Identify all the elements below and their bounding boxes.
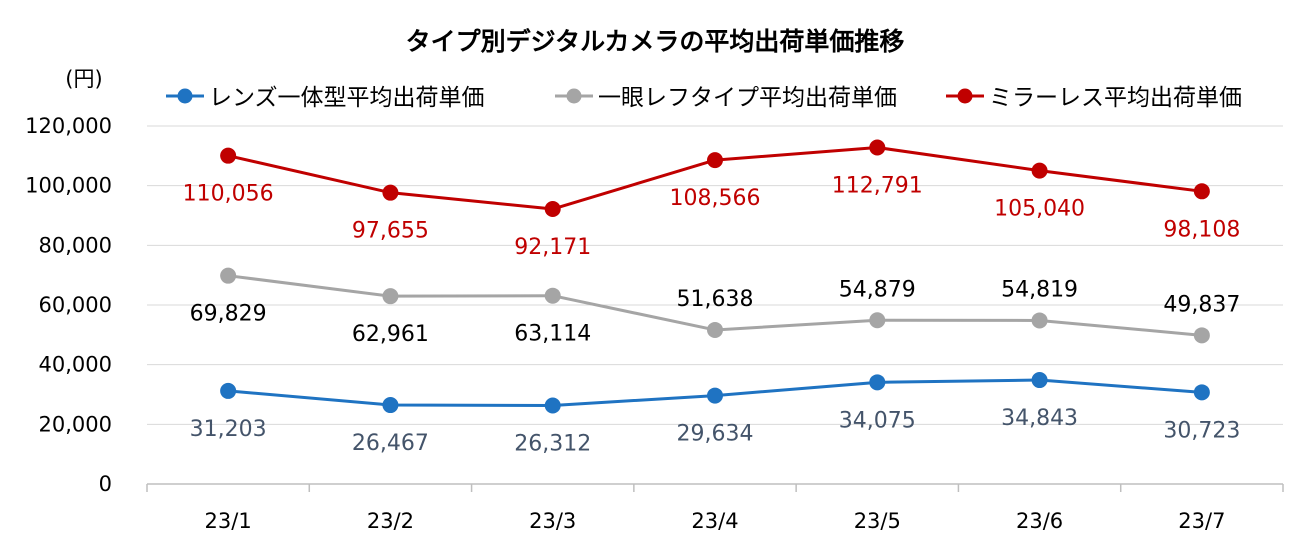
legend-swatch-marker xyxy=(957,88,973,104)
data-point xyxy=(220,267,237,284)
data-point xyxy=(707,321,723,338)
y-axis-unit: (円) xyxy=(65,67,102,91)
y-tick-label: 80,000 xyxy=(39,233,112,257)
y-axis-ticks: 0 20,000 40,000 60,000 80,000 100,000 120,000 xyxy=(25,114,112,496)
data-point xyxy=(707,387,723,404)
y-tick-label: 40,000 xyxy=(39,353,112,377)
x-tick-label: 23/4 xyxy=(691,509,738,533)
data-point xyxy=(1031,162,1048,179)
data-label: 92,171 xyxy=(514,235,591,260)
data-label: 26,467 xyxy=(352,431,429,456)
data-point xyxy=(1031,312,1048,329)
data-label: 69,829 xyxy=(190,302,267,327)
data-point xyxy=(544,201,561,218)
data-point xyxy=(869,139,886,156)
data-point xyxy=(1193,183,1210,200)
data-point xyxy=(869,374,886,391)
data-label: 54,879 xyxy=(839,277,916,302)
data-label: 63,114 xyxy=(514,322,591,347)
data-point xyxy=(869,312,886,329)
x-tick-label: 23/5 xyxy=(854,509,901,533)
data-point xyxy=(1193,327,1210,344)
data-point xyxy=(1193,384,1210,401)
data-label: 34,843 xyxy=(1001,406,1078,431)
data-label: 105,040 xyxy=(994,197,1085,222)
data-label: 30,723 xyxy=(1163,418,1240,443)
data-point xyxy=(220,147,237,164)
y-tick-label: 20,000 xyxy=(39,412,112,436)
data-label: 54,819 xyxy=(1001,277,1078,302)
y-tick-label: 0 xyxy=(99,472,112,496)
x-axis: 23/1 23/2 23/3 23/4 23/5 23/6 23/7 xyxy=(146,483,1284,533)
x-tick-label: 23/6 xyxy=(1016,509,1063,533)
data-point xyxy=(382,397,399,414)
data-point xyxy=(1031,372,1048,389)
data-point xyxy=(544,397,561,414)
data-label: 97,655 xyxy=(352,219,429,244)
y-tick-label: 100,000 xyxy=(25,174,112,198)
legend-swatch-marker xyxy=(566,88,582,104)
data-label: 29,634 xyxy=(677,422,754,447)
chart-title: タイプ別デジタルカメラの平均出荷単価推移 xyxy=(406,27,905,56)
data-label: 34,075 xyxy=(839,408,916,433)
data-label: 110,056 xyxy=(183,182,274,207)
series-1: 31,203 26,467 26,312 29,634 34,075 34,843 30,7… xyxy=(190,372,1240,457)
y-tick-label: 60,000 xyxy=(39,293,112,317)
legend: レンズ一体型平均出荷単価 一眼レフタイプ平均出荷単価 ミラーレス平均出荷単価 xyxy=(166,85,1242,111)
data-point xyxy=(220,382,237,399)
x-tick-label: 23/1 xyxy=(205,509,252,533)
data-point xyxy=(707,152,723,169)
series-group: 31,203 26,467 26,312 29,634 34,075 34,843 30,7… xyxy=(183,139,1240,457)
data-label: 62,961 xyxy=(352,322,429,347)
data-label: 112,791 xyxy=(832,174,923,199)
data-point xyxy=(382,288,399,305)
data-label: 51,638 xyxy=(677,287,754,312)
data-point xyxy=(544,287,561,304)
data-label: 49,837 xyxy=(1163,292,1240,317)
legend-label: レンズ一体型平均出荷単価 xyxy=(209,85,485,111)
legend-swatch-marker xyxy=(177,88,193,104)
x-tick-label: 23/3 xyxy=(529,509,576,533)
data-point xyxy=(382,184,399,201)
x-tick-label: 23/7 xyxy=(1178,509,1225,533)
legend-label: ミラーレス平均出荷単価 xyxy=(989,85,1242,111)
data-label: 98,108 xyxy=(1163,217,1240,242)
gridlines xyxy=(147,125,1283,425)
series-3: 110,056 97,655 92,171 108,566 112,791 105,040… xyxy=(183,139,1240,260)
y-tick-label: 120,000 xyxy=(25,114,112,138)
legend-label: 一眼レフタイプ平均出荷単価 xyxy=(598,85,897,111)
data-label: 31,203 xyxy=(190,417,267,442)
x-tick-label: 23/2 xyxy=(367,509,414,533)
data-label: 108,566 xyxy=(670,186,761,211)
data-label: 26,312 xyxy=(514,432,591,457)
series-2: 69,829 62,961 63,114 51,638 54,879 54,819 49,8… xyxy=(190,267,1240,347)
